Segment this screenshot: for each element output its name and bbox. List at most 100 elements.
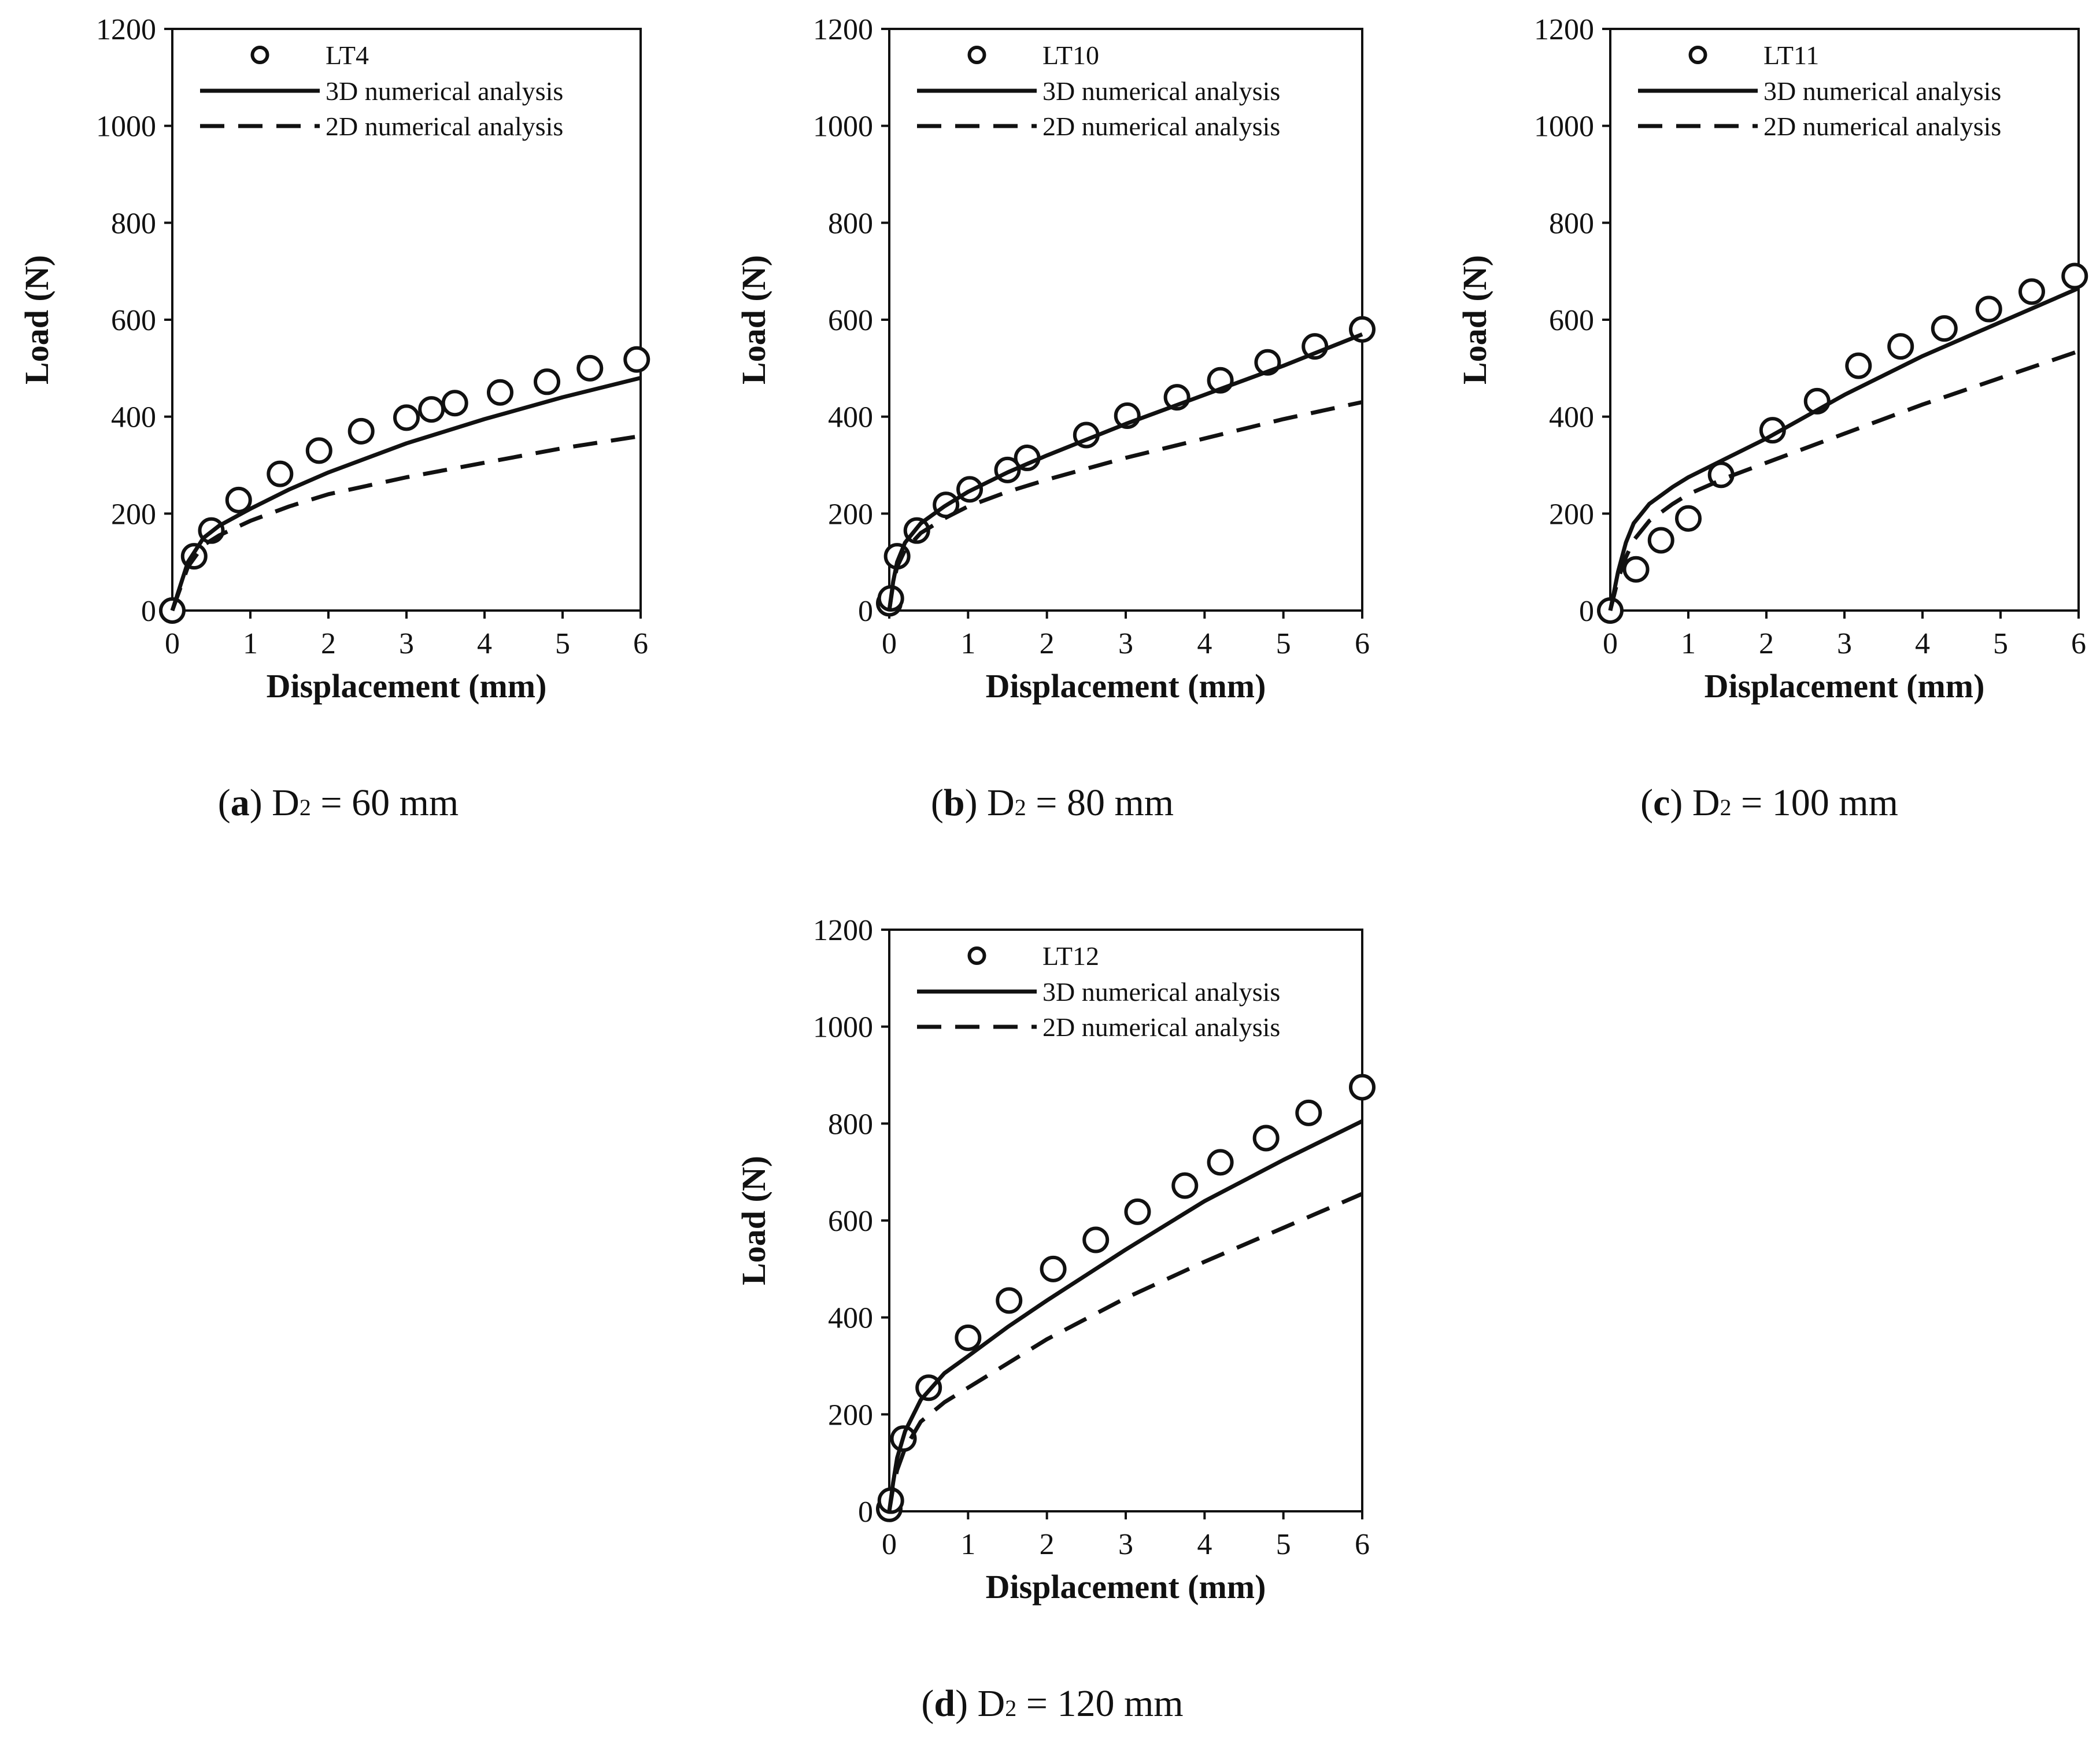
x-tick-label: 0 [1603,627,1618,660]
x-axis-title: Displacement (mm) [267,667,547,705]
x-axis-title: Displacement (mm) [986,667,1266,705]
data-point-lt4 [487,379,513,406]
x-tick-label: 1 [243,627,258,660]
series-line-3d [887,332,1363,611]
data-point-lt4 [305,437,332,464]
y-tick-label: 200 [828,498,873,531]
y-tick-label: 1200 [813,13,873,46]
y-tick-label: 800 [828,1108,873,1141]
data-point-lt11 [2061,262,2088,290]
legend-label: LT4 [326,40,369,70]
data-point-lt11 [1887,333,1914,360]
y-tick-label: 1000 [813,110,873,143]
legend-label: LT12 [1042,941,1099,971]
legend-label: 3D numerical analysis [1042,76,1280,106]
data-point-lt4 [534,368,560,395]
data-point-lt4 [576,354,604,382]
data-point-lt11 [1845,352,1872,379]
data-point-lt11 [1675,505,1702,532]
legend-label: 3D numerical analysis [1763,76,2001,106]
x-tick-label: 0 [165,627,180,660]
x-tick-label: 5 [555,627,570,660]
y-tick-label: 600 [828,304,873,337]
y-tick-label: 800 [828,207,873,240]
x-tick-label: 1 [960,627,975,660]
x-tick-label: 4 [1197,1528,1212,1561]
y-axis-title: Load (N) [1456,255,1493,384]
data-point-lt12 [1082,1226,1110,1253]
y-tick-label: 400 [828,1302,873,1335]
x-tick-label: 2 [321,627,336,660]
x-tick-label: 3 [1837,627,1852,660]
x-tick-label: 4 [1915,627,1930,660]
panel-caption: (d) D2 = 120 mm [921,1682,1183,1725]
data-point-lt12 [996,1287,1023,1314]
data-point-lt12 [1171,1172,1199,1199]
data-point-lt11 [2018,278,2045,305]
data-point-lt4 [267,460,294,487]
legend-marker-circle [967,946,986,965]
x-tick-label: 1 [1681,627,1696,660]
y-tick-label: 600 [111,304,156,337]
x-tick-label: 5 [1276,1528,1291,1561]
legend-label: 2D numerical analysis [1042,1012,1280,1042]
y-tick-label: 1000 [1534,110,1594,143]
x-tick-label: 3 [399,627,414,660]
y-tick-label: 400 [828,401,873,434]
x-tick-label: 0 [882,1528,897,1561]
data-point-lt11 [1622,556,1650,583]
series-line-3d [1608,286,2080,611]
data-point-lt12 [1040,1255,1067,1282]
data-point-lt4 [347,417,375,445]
x-tick-label: 5 [1276,627,1291,660]
chart-panel-d: 0 200 400 600 800 1000 1200 0 1 2 3 4 5 6 Displacement… [735,914,1376,1725]
y-tick-label: 400 [111,401,156,434]
data-point-lt12 [955,1324,982,1351]
data-point-lt4 [623,346,650,373]
y-axis-title: Load (N) [735,1156,772,1285]
x-tick-label: 1 [960,1528,975,1561]
data-point-lt11 [1975,295,2002,323]
y-tick-label: 1000 [813,1011,873,1044]
data-point-lt4 [393,404,420,431]
panel-caption: (b) D2 = 80 mm [931,782,1174,824]
x-tick-label: 6 [1355,1528,1370,1561]
y-axis-title: Load (N) [18,255,56,384]
y-tick-label: 1000 [96,110,156,143]
x-tick-label: 3 [1118,627,1133,660]
series-line-3d [887,1119,1363,1512]
data-point-lt12 [1124,1198,1151,1225]
legend-label: 2D numerical analysis [1042,112,1280,141]
series-line-2d [887,400,1363,611]
x-axis-title: Displacement (mm) [1705,667,1985,705]
chart-panel-b: 0 200 400 600 800 1000 1200 0 1 2 3 4 5 6 Displacement… [735,13,1376,824]
x-tick-label: 4 [1197,627,1212,660]
chart-panel-c: 0 200 400 600 800 1000 1200 0 1 2 3 4 5 6 Displacement… [1456,13,2088,824]
x-tick-label: 2 [1040,627,1055,660]
y-tick-label: 800 [1549,207,1594,240]
data-point-lt4 [418,396,445,423]
data-point-lt4 [225,486,252,513]
legend-marker-circle [1688,46,1707,64]
x-tick-label: 4 [477,627,492,660]
y-tick-label: 200 [1549,498,1594,531]
chart-panel-a: 0 200 400 600 800 1000 1200 0 1 2 3 4 5 6 Displacement… [18,13,650,824]
x-tick-label: 5 [1993,627,2008,660]
y-tick-label: 1200 [96,13,156,46]
legend-label: LT10 [1042,40,1099,70]
x-tick-label: 2 [1040,1528,1055,1561]
y-tick-label: 400 [1549,401,1594,434]
y-tick-label: 1200 [813,914,873,947]
y-tick-label: 800 [111,207,156,240]
data-point-lt12 [1207,1149,1234,1176]
legend-label: 2D numerical analysis [1763,112,2001,141]
panel-caption: (c) D2 = 100 mm [1640,782,1898,824]
y-tick-label: 0 [1579,595,1594,628]
legend-marker-circle [250,46,269,64]
legend-marker-circle [967,46,986,64]
series-line-2d [1608,349,2080,611]
x-tick-label: 0 [882,627,897,660]
y-tick-label: 0 [858,1496,873,1529]
y-tick-label: 600 [1549,304,1594,337]
